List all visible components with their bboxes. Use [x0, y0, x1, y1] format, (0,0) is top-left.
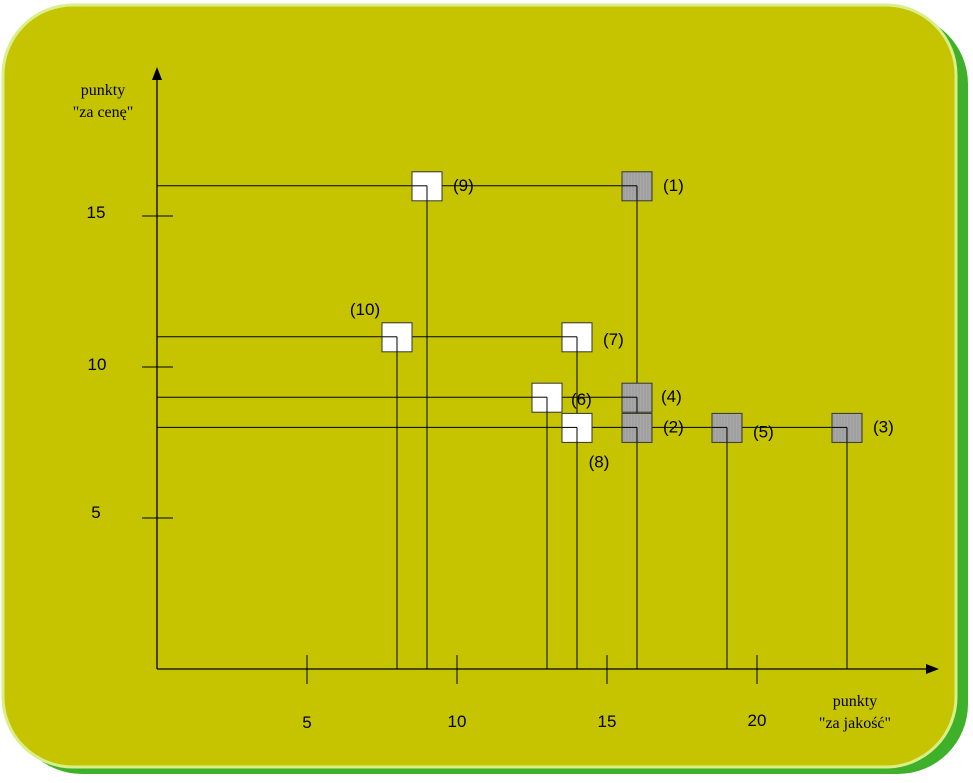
- data-point: (1): [621, 171, 684, 202]
- point-label: (3): [873, 417, 894, 436]
- guide-lines: [157, 185, 848, 669]
- data-point: (2): [621, 412, 684, 443]
- y-tick-label: 10: [88, 355, 107, 374]
- data-point: (8): [561, 412, 610, 471]
- y-tick-label: 5: [91, 503, 100, 522]
- point-label: (2): [663, 417, 684, 436]
- point-label: (10): [350, 300, 380, 319]
- y-axis-title-line1: punkty: [81, 82, 125, 99]
- y-axis-title-line2: "za cenę": [73, 104, 134, 121]
- data-points: (1) (2) (3) (4) (5) (6) (7) (8) (9) (10): [350, 171, 894, 471]
- x-tick-label: 10: [448, 712, 467, 731]
- point-label: (4): [661, 387, 682, 406]
- point-label: (1): [663, 176, 684, 195]
- x-axis-title-line1: punkty: [833, 693, 877, 710]
- data-point: (6): [531, 382, 592, 413]
- y-axis-arrow: [152, 67, 162, 80]
- x-axis-title-line2: "za jakość": [819, 715, 891, 732]
- y-tick-label: 15: [87, 203, 106, 222]
- point-label: (7): [603, 330, 624, 349]
- x-tick-label: 5: [302, 713, 311, 732]
- axis-ticks: [142, 215, 758, 684]
- data-point: (4): [621, 382, 682, 413]
- point-label: (8): [589, 452, 610, 471]
- x-tick-label: 15: [598, 712, 617, 731]
- data-point: (3): [831, 412, 894, 443]
- data-point: (9): [411, 171, 474, 202]
- x-axis-arrow: [926, 664, 939, 674]
- point-label: (6): [571, 390, 592, 409]
- point-label: (5): [753, 422, 774, 441]
- data-point: (10): [350, 300, 413, 353]
- data-point: (5): [711, 412, 774, 443]
- point-label: (9): [453, 176, 474, 195]
- x-tick-label: 20: [748, 711, 767, 730]
- panel: [1, 3, 958, 769]
- data-point: (7): [561, 322, 624, 353]
